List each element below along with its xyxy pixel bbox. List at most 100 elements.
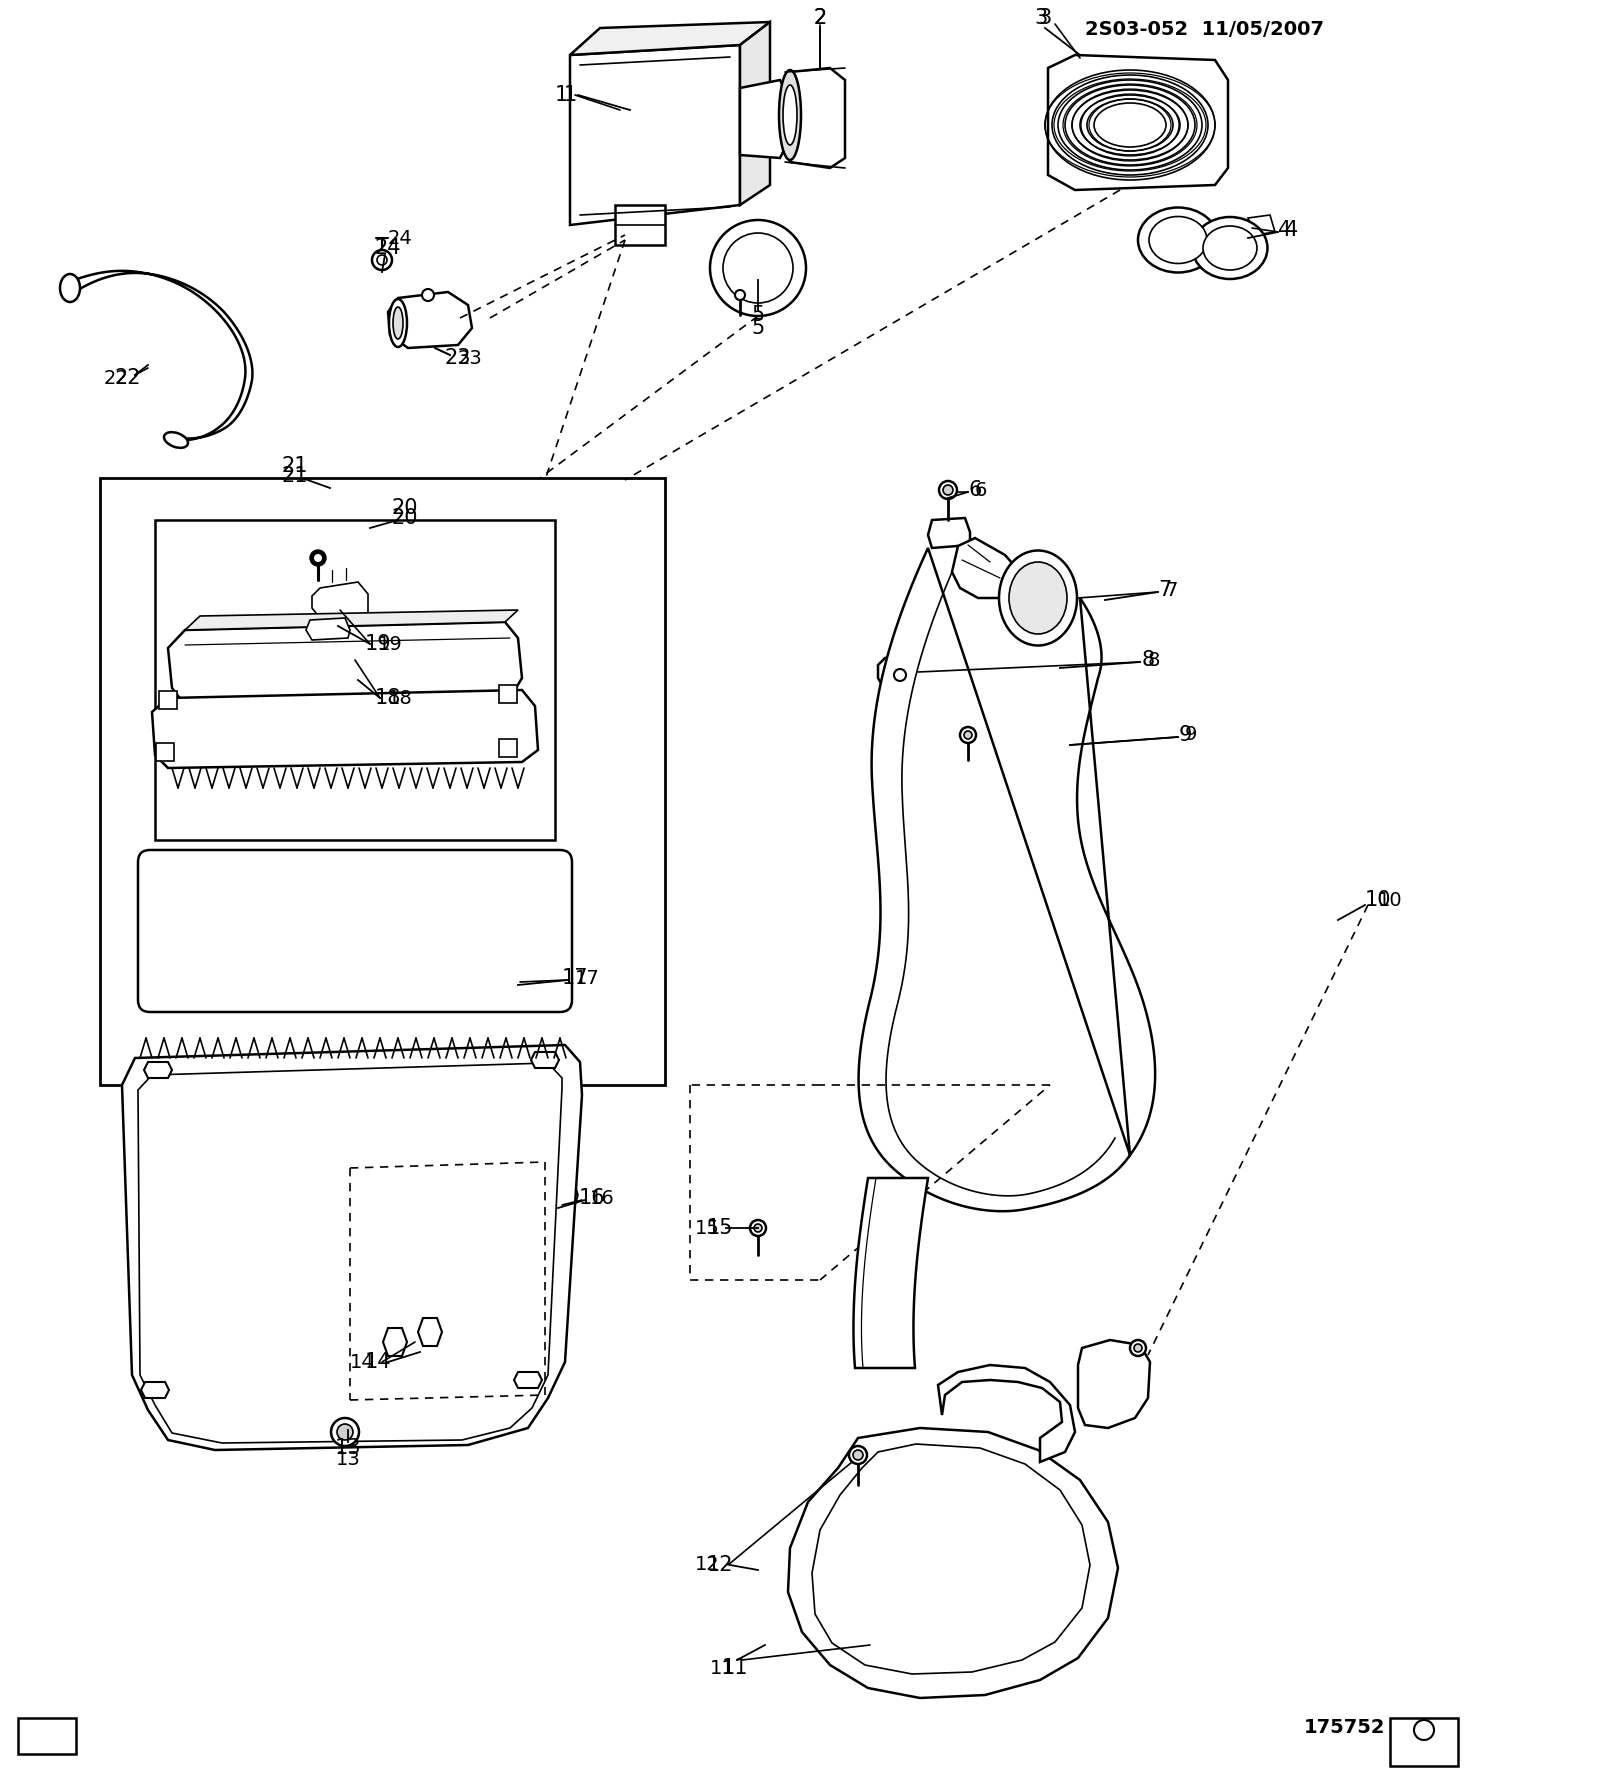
Ellipse shape [1203, 227, 1258, 269]
Text: 7: 7 [1165, 581, 1178, 600]
Text: 2: 2 [813, 9, 827, 28]
Text: 13: 13 [334, 1438, 362, 1458]
Text: 13: 13 [336, 1450, 360, 1468]
Polygon shape [531, 1052, 558, 1068]
Circle shape [754, 1224, 762, 1233]
Text: 20: 20 [392, 498, 418, 517]
Text: 14: 14 [350, 1353, 374, 1371]
Polygon shape [62, 271, 253, 441]
Circle shape [710, 220, 806, 315]
Bar [499, 739, 517, 756]
Bar [157, 744, 174, 762]
Text: 18: 18 [387, 689, 413, 707]
Bar [155, 521, 555, 839]
Circle shape [1414, 1720, 1434, 1739]
Text: 16: 16 [590, 1188, 614, 1208]
Text: 7: 7 [1158, 579, 1171, 600]
Text: 2: 2 [813, 9, 827, 28]
Text: 8: 8 [1149, 650, 1160, 669]
Ellipse shape [1192, 218, 1267, 280]
Circle shape [942, 485, 954, 496]
Text: 15: 15 [707, 1218, 733, 1238]
Polygon shape [141, 1381, 170, 1397]
Bar [158, 691, 178, 708]
Circle shape [331, 1419, 358, 1445]
Text: 4: 4 [1278, 220, 1291, 241]
Ellipse shape [1149, 216, 1206, 264]
Text: 17: 17 [574, 969, 600, 988]
Ellipse shape [165, 432, 187, 448]
Polygon shape [928, 517, 970, 547]
Polygon shape [312, 583, 368, 622]
Polygon shape [168, 622, 522, 705]
Bar [1390, 1718, 1458, 1766]
Polygon shape [514, 1373, 542, 1388]
Text: 3: 3 [1038, 9, 1051, 28]
Polygon shape [306, 618, 350, 639]
Text: spo: spo [1413, 1752, 1435, 1764]
Circle shape [850, 1445, 867, 1465]
Ellipse shape [389, 299, 406, 347]
Ellipse shape [1138, 207, 1218, 273]
Circle shape [371, 250, 392, 269]
Text: 10: 10 [1365, 891, 1392, 910]
Polygon shape [859, 547, 1155, 1211]
Ellipse shape [394, 306, 403, 338]
Ellipse shape [782, 85, 797, 145]
Bar [499, 685, 517, 703]
Polygon shape [739, 80, 790, 158]
Text: 2S03-052  11/05/2007: 2S03-052 11/05/2007 [1085, 19, 1325, 39]
Polygon shape [952, 538, 1021, 599]
Text: 1: 1 [563, 85, 576, 104]
Text: 23: 23 [458, 349, 483, 368]
Text: 11: 11 [710, 1658, 734, 1677]
Ellipse shape [779, 71, 802, 159]
Circle shape [853, 1450, 862, 1459]
Text: 20: 20 [392, 508, 418, 528]
Text: 12: 12 [696, 1555, 720, 1574]
Polygon shape [152, 875, 173, 988]
Polygon shape [878, 655, 918, 691]
Circle shape [422, 289, 434, 301]
Text: gm: gm [1414, 1741, 1434, 1755]
Text: 21: 21 [282, 466, 309, 485]
Ellipse shape [998, 551, 1077, 645]
Text: 12: 12 [707, 1555, 733, 1574]
Polygon shape [152, 691, 538, 769]
Text: 3: 3 [1035, 9, 1048, 28]
Polygon shape [938, 1365, 1075, 1463]
Polygon shape [538, 875, 558, 988]
Circle shape [750, 1220, 766, 1236]
Circle shape [963, 731, 973, 739]
Text: 9: 9 [1186, 726, 1197, 744]
Text: 8: 8 [1141, 650, 1155, 669]
Text: 17: 17 [562, 969, 589, 988]
Text: 19: 19 [378, 634, 403, 653]
Text: 6: 6 [968, 480, 982, 499]
Text: 15: 15 [694, 1218, 720, 1238]
Bar [99, 478, 666, 1086]
Text: 21: 21 [282, 455, 309, 476]
Text: 4: 4 [1285, 220, 1298, 241]
Circle shape [939, 482, 957, 499]
Polygon shape [739, 21, 770, 205]
Polygon shape [382, 1328, 406, 1357]
Circle shape [960, 728, 976, 744]
Text: 22: 22 [115, 368, 141, 388]
Polygon shape [387, 292, 472, 347]
FancyBboxPatch shape [138, 850, 573, 1011]
Text: 23: 23 [445, 347, 472, 368]
Polygon shape [558, 1181, 578, 1210]
Text: 22: 22 [104, 368, 128, 388]
Polygon shape [144, 1063, 173, 1079]
Polygon shape [790, 67, 845, 168]
Text: 175752: 175752 [1304, 1718, 1386, 1737]
Text: 5: 5 [752, 319, 765, 338]
Circle shape [1134, 1344, 1142, 1351]
Circle shape [894, 669, 906, 682]
Ellipse shape [1010, 561, 1067, 634]
Text: 18: 18 [374, 687, 402, 708]
Polygon shape [787, 1427, 1118, 1698]
Text: 14: 14 [365, 1351, 392, 1373]
Text: 10: 10 [1378, 891, 1403, 910]
